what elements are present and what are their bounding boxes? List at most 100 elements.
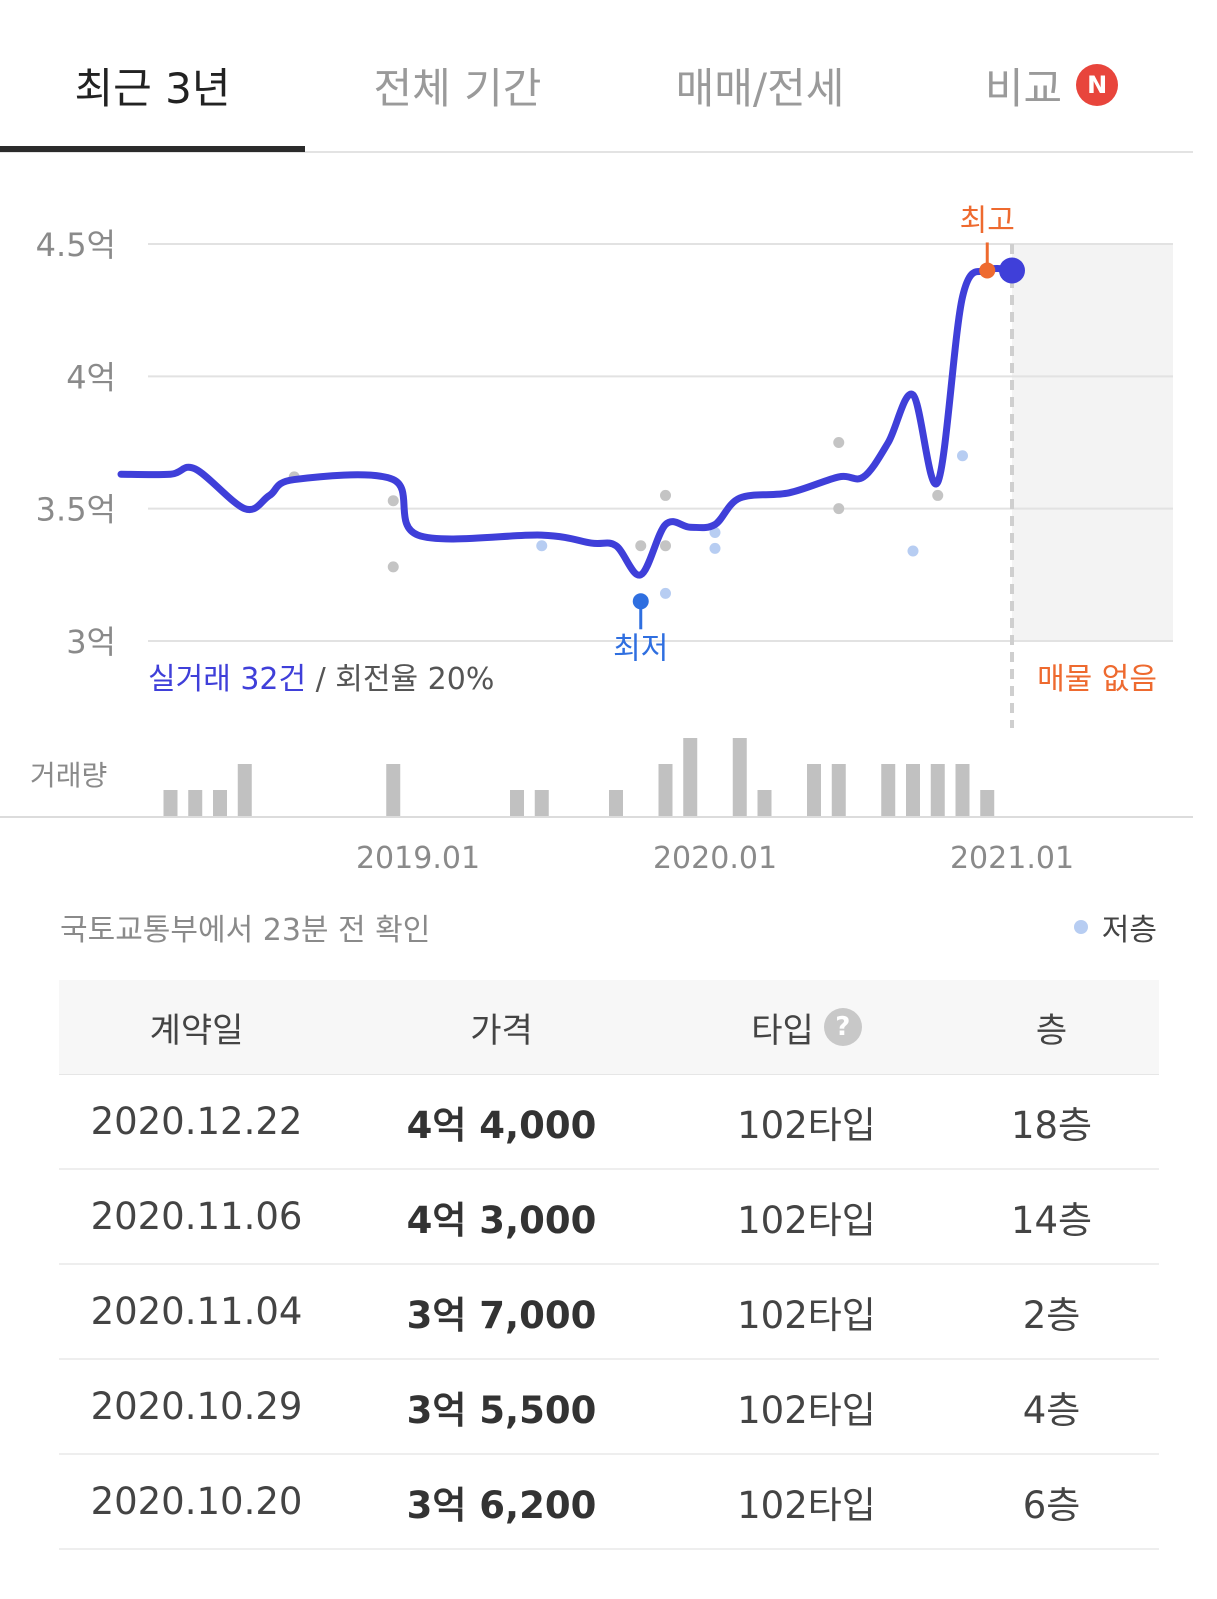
cell-floor: 6층 — [1022, 1483, 1081, 1527]
y-tick-label: 4.5억 — [36, 226, 116, 264]
x-tick-label: 2020.01 — [653, 841, 777, 876]
table-row[interactable]: 2020.10.20 3억 6,200 102타입 6층 — [59, 1455, 1159, 1550]
cell-type: 102타입 — [737, 1198, 876, 1242]
header-price: 가격 — [470, 1010, 533, 1051]
cell-floor: 18층 — [1010, 1103, 1093, 1147]
volume-bar — [237, 764, 252, 816]
trade-point — [833, 503, 845, 515]
volume-bar — [881, 764, 896, 816]
cell-type: 102타입 — [737, 1103, 876, 1147]
tab-divider — [0, 151, 1193, 153]
volume-bar — [534, 790, 549, 816]
tab-compare[interactable]: 비교 N — [910, 55, 1193, 115]
trade-point — [932, 489, 944, 501]
volume-bar — [658, 764, 673, 816]
tab-label: 비교 — [984, 63, 1063, 113]
cell-price: 4억 3,000 — [406, 1198, 597, 1242]
new-badge: N — [1076, 64, 1119, 106]
volume-bar — [683, 738, 698, 816]
volume-bar — [980, 790, 995, 816]
low-floor-trade-point — [957, 450, 968, 462]
cell-contract-date: 2020.11.06 — [90, 1195, 303, 1238]
volume-bar — [930, 764, 945, 816]
volume-bar — [831, 764, 846, 816]
trade-summary: 실거래 32건 / 회전율 20% — [148, 662, 494, 697]
cell-type: 102타입 — [737, 1388, 876, 1432]
min-label: 최저 — [613, 631, 668, 666]
help-icon[interactable]: ? — [823, 1008, 862, 1046]
low-floor-dot-icon — [1073, 920, 1088, 934]
table-row[interactable]: 2020.10.29 3억 5,500 102타입 4층 — [59, 1360, 1159, 1455]
x-tick-label: 2021.01 — [950, 841, 1074, 876]
volume-bar — [955, 764, 970, 816]
turnover-rate: / 회전율 20% — [306, 662, 494, 697]
cell-price: 3억 6,200 — [406, 1483, 597, 1527]
cell-floor: 4층 — [1022, 1388, 1081, 1432]
tab-label: 매매/전세 — [675, 63, 845, 113]
volume-bar — [609, 790, 623, 816]
volume-bar — [807, 764, 821, 816]
price-trend-line — [117, 265, 1016, 579]
max-label: 최고 — [960, 203, 1015, 238]
low-floor-trade-point — [660, 587, 671, 599]
low-floor-legend: 저층 — [1073, 905, 1157, 949]
trade-point — [833, 437, 845, 448]
y-tick-label: 3억 — [66, 623, 116, 661]
low-floor-trade-point — [709, 526, 721, 538]
cell-contract-date: 2020.10.20 — [90, 1480, 303, 1523]
future-region — [1012, 244, 1173, 641]
cell-contract-date: 2020.12.22 — [90, 1100, 303, 1143]
trade-point — [635, 540, 647, 552]
volume-bar — [757, 790, 772, 816]
low-floor-legend-label: 저층 — [1101, 913, 1157, 948]
table-header: 계약일 가격 타입 ? 층 — [59, 980, 1159, 1075]
cell-contract-date: 2020.10.29 — [90, 1385, 303, 1428]
volume-bar — [386, 764, 401, 816]
tab-sale-jeonse[interactable]: 매매/전세 — [610, 55, 910, 115]
cell-floor: 14층 — [1010, 1198, 1093, 1242]
active-tab-indicator — [0, 146, 305, 152]
transaction-table: 계약일 가격 타입 ? 층 2020.12.22 4억 4,000 102타입 18층… — [59, 980, 1159, 1550]
cell-price: 3억 7,000 — [406, 1293, 597, 1337]
cell-type: 102타입 — [737, 1293, 876, 1337]
tab-label: 최근 3년 — [74, 63, 231, 113]
table-row[interactable]: 2020.11.04 3억 7,000 102타입 2층 — [59, 1265, 1159, 1360]
trade-point — [387, 561, 399, 573]
data-source-note: 국토교통부에서 23분 전 확인 — [60, 913, 431, 948]
header-type-label: 타입 — [751, 1010, 814, 1051]
trade-point — [660, 540, 671, 552]
x-tick-label: 2019.01 — [356, 841, 480, 876]
current-price-point — [999, 257, 1025, 284]
volume-bar — [510, 790, 524, 816]
cell-floor: 2층 — [1022, 1293, 1081, 1337]
table-body: 2020.12.22 4억 4,000 102타입 18층 2020.11.06 4억 3… — [59, 1075, 1159, 1550]
trade-point — [660, 489, 671, 501]
period-tabs: 최근 3년 전체 기간 매매/전세 비교 N — [0, 0, 1193, 154]
volume-bar — [906, 764, 920, 816]
low-floor-trade-point — [907, 545, 919, 557]
cell-price: 4억 4,000 — [406, 1103, 597, 1147]
cell-type: 102타입 — [737, 1483, 876, 1527]
tab-label: 전체 기간 — [373, 63, 542, 113]
volume-bar — [732, 738, 747, 816]
y-tick-label: 4억 — [66, 358, 116, 396]
trade-point — [387, 495, 399, 507]
low-floor-trade-point — [709, 542, 721, 554]
trade-count: 실거래 32건 — [148, 662, 306, 697]
tab-all-period[interactable]: 전체 기간 — [305, 55, 610, 115]
low-floor-trade-point — [536, 540, 548, 552]
table-row[interactable]: 2020.12.22 4억 4,000 102타입 18층 — [59, 1075, 1159, 1170]
header-contract-date: 계약일 — [149, 1010, 244, 1051]
volume-bar — [213, 790, 227, 816]
volume-bar — [163, 790, 178, 816]
cell-contract-date: 2020.11.04 — [90, 1290, 303, 1333]
tab-recent-3-years[interactable]: 최근 3년 — [0, 55, 305, 115]
y-tick-label: 3.5억 — [36, 491, 116, 529]
header-type: 타입 ? — [669, 1003, 944, 1052]
cell-price: 3억 5,500 — [406, 1388, 597, 1432]
volume-label: 거래량 — [30, 759, 107, 792]
header-floor: 층 — [1035, 1010, 1068, 1051]
no-listing-label: 매물 없음 — [1037, 662, 1157, 697]
table-row[interactable]: 2020.11.06 4억 3,000 102타입 14층 — [59, 1170, 1159, 1265]
